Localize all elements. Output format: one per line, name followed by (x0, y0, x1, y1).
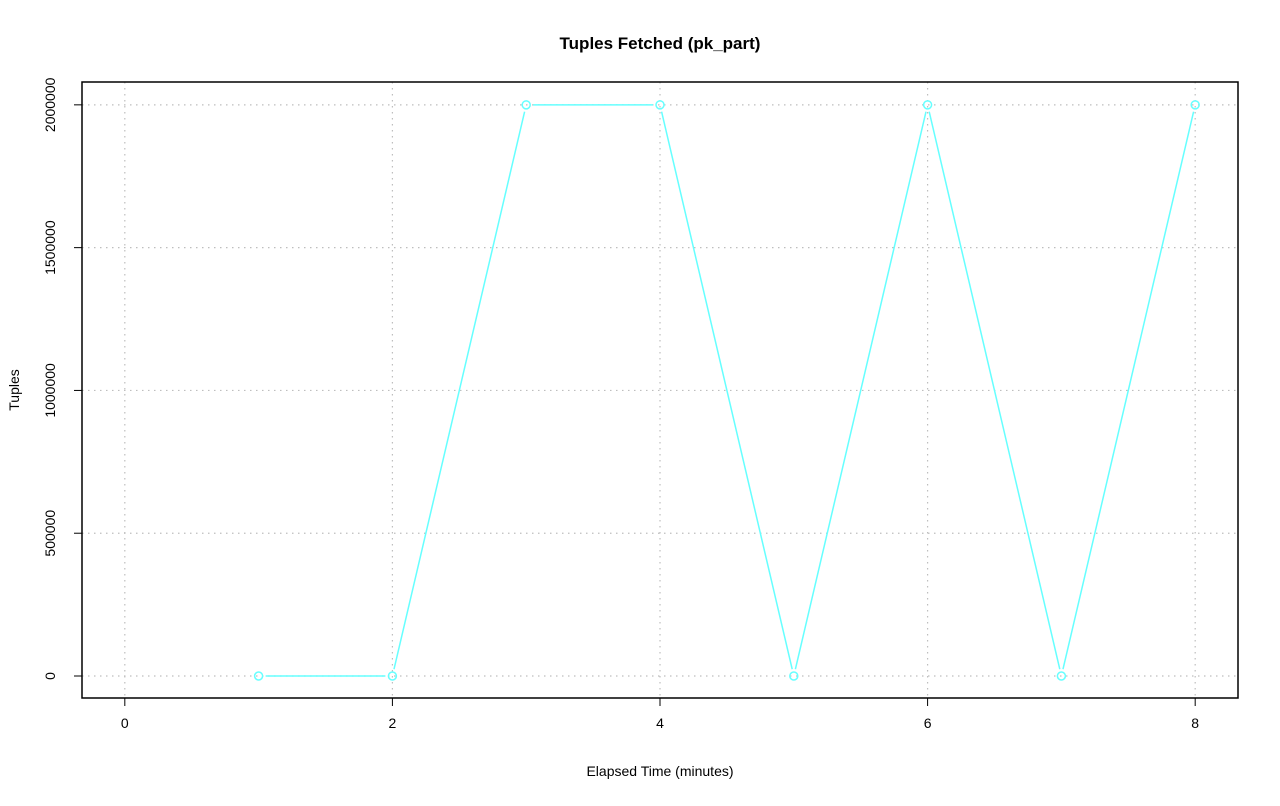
data-point (253, 671, 264, 681)
grid (82, 82, 1238, 698)
data-point (655, 100, 665, 110)
x-tick-label: 8 (1191, 715, 1199, 731)
x-tick-label: 2 (389, 715, 397, 731)
data-point (922, 100, 933, 110)
y-tick-label: 2000000 (42, 77, 58, 132)
series-line-segment (928, 111, 1061, 670)
series (253, 100, 1200, 681)
data-point (1056, 671, 1067, 681)
data-point (521, 100, 531, 110)
y-tick-label: 1500000 (42, 220, 58, 275)
series-line-segment (393, 111, 526, 670)
chart-title: Tuples Fetched (pk_part) (560, 34, 761, 53)
plot-frame (81, 81, 1239, 699)
y-tick-label: 1000000 (42, 363, 58, 418)
data-point (1190, 100, 1200, 110)
y-axis: 0 500000 1000000 1500000 2000000 (42, 77, 82, 680)
x-axis-label: Elapsed Time (minutes) (586, 763, 733, 779)
series-line-segment (1062, 111, 1195, 670)
data-point (387, 671, 398, 681)
x-tick-label: 0 (121, 715, 129, 731)
x-tick-label: 6 (924, 715, 932, 731)
x-axis: 0 2 4 6 8 (121, 698, 1199, 731)
data-point (789, 671, 799, 681)
series-line-segment (794, 111, 927, 670)
x-tick-label: 4 (656, 715, 664, 731)
y-tick-label: 500000 (42, 510, 58, 557)
series-line-segment (660, 111, 793, 670)
y-axis-label: Tuples (6, 369, 22, 411)
y-tick-label: 0 (42, 672, 58, 680)
